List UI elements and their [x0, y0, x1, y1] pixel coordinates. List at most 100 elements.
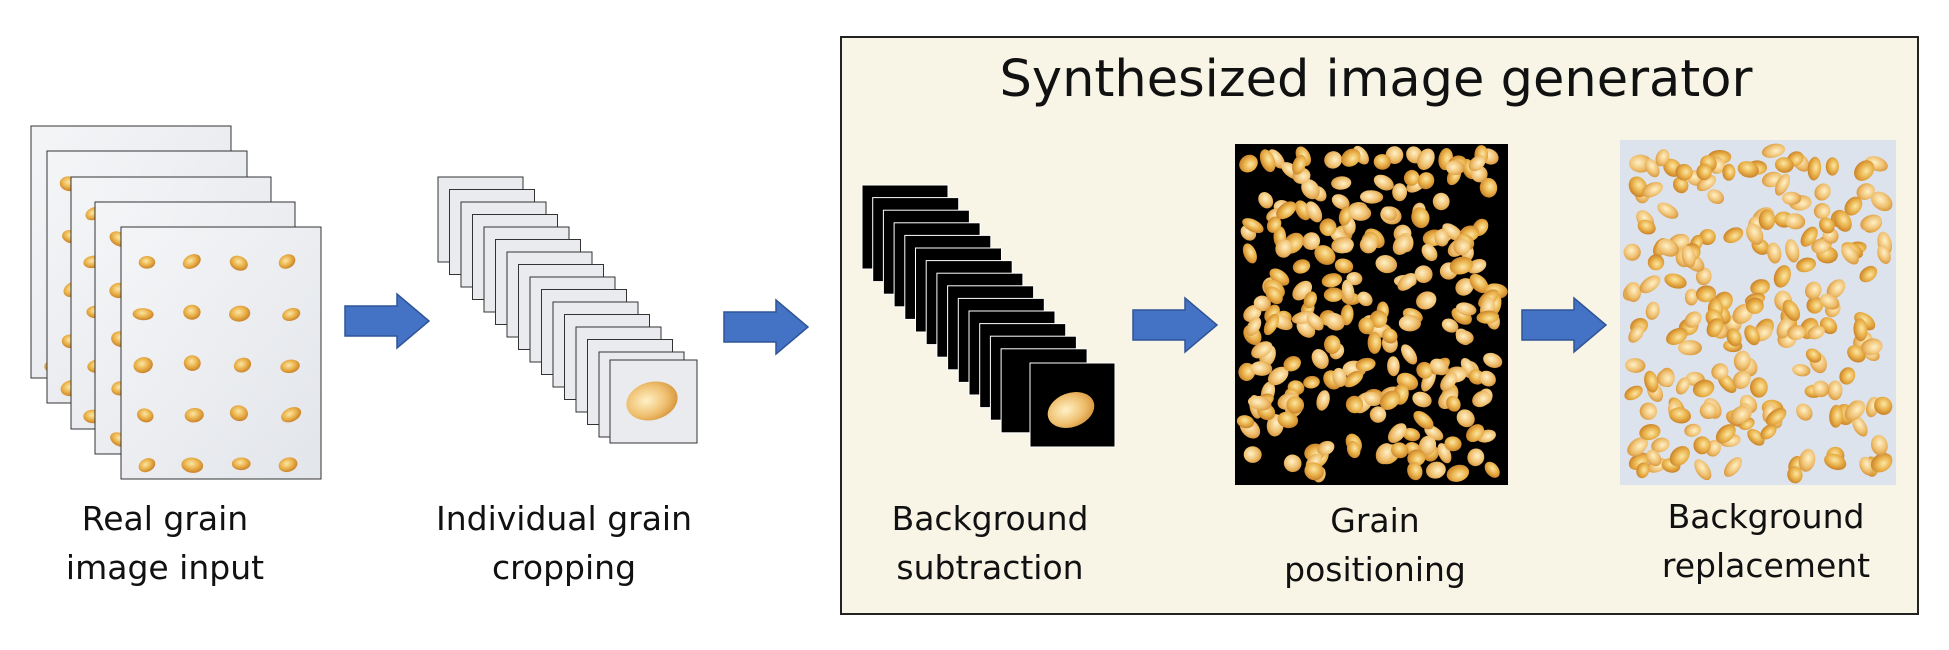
corn-kernel-icon: [1382, 328, 1398, 344]
corn-kernel-icon: [1655, 149, 1670, 167]
corn-kernel-icon: [1699, 402, 1718, 420]
step-label-positioning: Grain positioning: [1255, 496, 1495, 594]
corn-kernel-icon: [229, 405, 248, 422]
step-label-line: replacement: [1661, 546, 1871, 585]
corn-kernel-icon: [1796, 257, 1817, 273]
corn-kernel-icon: [1472, 390, 1491, 408]
corn-kernel-icon: [1286, 396, 1305, 414]
corn-kernel-icon: [1425, 461, 1446, 479]
corn-kernel-icon: [1645, 301, 1660, 320]
right-arrow-icon: [1132, 296, 1219, 354]
corn-kernel-icon: [1833, 210, 1852, 232]
corn-kernel-icon: [1807, 325, 1825, 340]
corn-kernel-icon: [1681, 245, 1696, 268]
corn-kernel-icon: [1639, 275, 1661, 294]
generator-title: Synthesized image generator: [999, 50, 1753, 109]
photo-frame: [120, 226, 322, 480]
corn-kernel-icon: [1251, 341, 1273, 359]
corn-kernel-icon: [1812, 380, 1830, 398]
corn-kernel-icon: [1774, 173, 1791, 196]
corn-kernel-icon: [1265, 286, 1283, 305]
corn-kernel-icon: [1283, 356, 1301, 372]
corn-kernel-icon: [1859, 265, 1878, 283]
corn-kernel-icon: [1853, 318, 1868, 342]
corn-kernel-icon: [1311, 349, 1329, 369]
corn-kernel-icon: [1321, 273, 1343, 288]
corn-kernel-icon: [1805, 348, 1822, 363]
corn-kernel-icon: [1411, 207, 1430, 228]
corn-kernel-icon: [278, 457, 298, 473]
corn-kernel-icon: [1870, 452, 1893, 473]
corn-kernel-icon: [1341, 279, 1355, 303]
corn-kernel-icon: [1642, 181, 1663, 198]
corn-kernel-icon: [1750, 279, 1770, 296]
corn-kernel-icon: [1645, 158, 1660, 178]
corn-kernel-icon: [1314, 245, 1336, 265]
corn-kernel-icon: [1267, 366, 1289, 386]
corn-kernel-icon: [1637, 219, 1656, 235]
corn-kernel-icon: [1258, 191, 1274, 209]
corn-kernel-icon: [1758, 209, 1776, 230]
corn-kernel-icon: [1696, 163, 1712, 181]
corn-kernel-icon: [1468, 155, 1486, 172]
corn-kernel-icon: [1750, 377, 1768, 398]
corn-kernel-icon: [1732, 370, 1751, 389]
corn-kernel-icon: [1319, 218, 1337, 236]
corn-kernel-icon: [1805, 281, 1822, 300]
corn-kernel-icon: [1275, 239, 1293, 258]
corn-kernel-icon: [1737, 161, 1759, 178]
corn-kernel-icon: [1381, 206, 1397, 221]
corn-kernel-icon: [1765, 407, 1787, 426]
corn-kernel-icon: [1646, 449, 1662, 467]
corn-kernel-icon: [1639, 424, 1661, 441]
corn-kernel-icon: [1844, 400, 1866, 421]
corn-kernel-icon: [1773, 265, 1791, 288]
corn-kernel-icon: [1253, 295, 1271, 312]
corn-kernel-icon: [1323, 335, 1341, 354]
corn-kernel-icon: [1266, 216, 1282, 233]
corn-kernel-icon: [1242, 243, 1257, 264]
corn-kernel-icon: [1449, 256, 1473, 275]
corn-kernel-icon: [1369, 406, 1387, 423]
corn-kernel-icon: [1302, 232, 1321, 250]
corn-kernel-icon: [1388, 423, 1407, 443]
corn-kernel-icon: [1695, 285, 1717, 303]
corn-kernel-icon: [1413, 410, 1434, 430]
corn-kernel-icon: [1787, 325, 1806, 341]
corn-kernel-icon: [1421, 243, 1438, 262]
corn-kernel-icon: [181, 457, 204, 473]
corn-kernel-icon: [1407, 462, 1423, 481]
corn-kernel-icon: [1624, 385, 1643, 401]
corn-kernel-icon: [1303, 375, 1320, 389]
corn-kernel-icon: [1784, 213, 1806, 230]
corn-kernel-icon: [1699, 228, 1716, 246]
corn-kernel-icon: [1814, 183, 1831, 201]
corn-kernel-icon: [1746, 297, 1764, 314]
corn-kernel-icon: [231, 457, 251, 471]
corn-kernel-icon: [1707, 189, 1725, 205]
corn-kernel-icon: [183, 304, 201, 320]
corn-kernel-icon: [1373, 174, 1394, 191]
corn-kernel-icon: [1722, 163, 1736, 181]
corn-kernel-icon: [1305, 201, 1323, 223]
corn-kernel-icon: [182, 254, 201, 269]
corn-kernel-icon: [1666, 327, 1688, 345]
step-label-line: subtraction: [896, 548, 1084, 587]
corn-kernel-icon: [1715, 424, 1736, 444]
corn-kernel-icon: [1870, 191, 1893, 212]
corn-kernel-icon: [1861, 338, 1883, 356]
corn-kernel-icon: [1341, 148, 1361, 167]
corn-kernel-icon: [1827, 380, 1843, 401]
corn-kernel-icon: [1785, 239, 1800, 263]
corn-kernel-icon: [1323, 287, 1344, 302]
corn-kernel-icon: [1367, 331, 1382, 354]
corn-kernel-icon: [1445, 160, 1465, 176]
corn-kernel-icon: [1774, 157, 1794, 173]
corn-kernel-icon: [1456, 409, 1475, 428]
corn-kernel-icon: [1348, 204, 1372, 221]
corn-kernel-icon: [1301, 179, 1320, 200]
corn-kernel-icon: [1397, 272, 1417, 291]
corn-kernel-icon: [1359, 236, 1378, 254]
corn-kernel-icon: [1316, 390, 1330, 411]
corn-kernel-icon: [1392, 234, 1412, 255]
